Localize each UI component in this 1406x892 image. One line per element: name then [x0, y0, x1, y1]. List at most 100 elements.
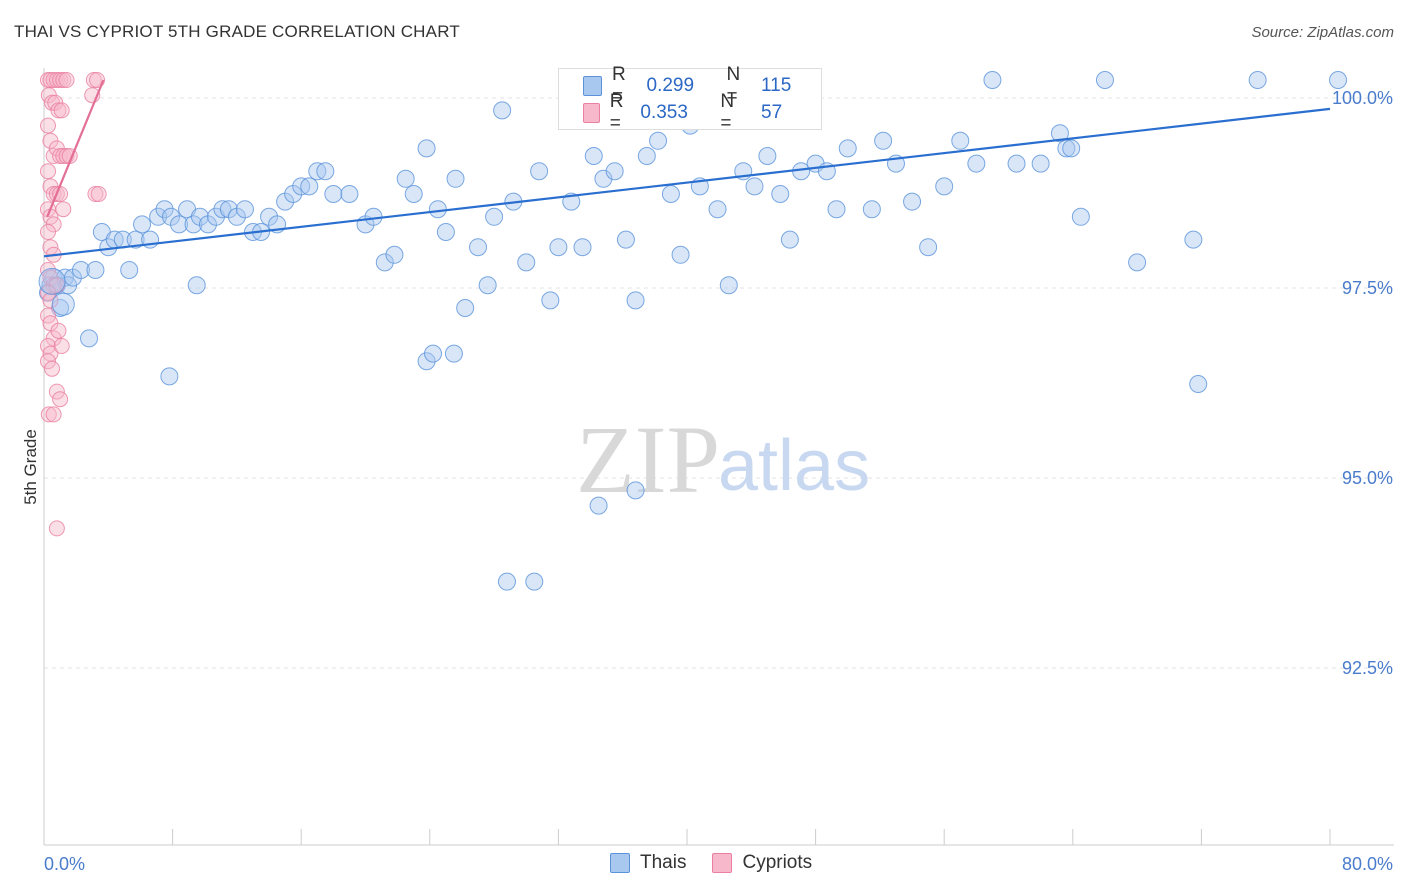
x-tick-label-right: 80.0% [1342, 854, 1393, 874]
bottom-legend-label-cypriots: Cypriots [742, 852, 813, 873]
thai-point [155, 200, 174, 219]
legend-n-label: N = [726, 64, 741, 107]
thai-point [637, 147, 656, 165]
thai-point [874, 131, 893, 150]
thai-point [983, 71, 1002, 89]
thai-point [745, 177, 764, 196]
thai-point [525, 572, 544, 591]
thai-point [649, 131, 668, 150]
legend-box: R = 0.299 N = 115 R = 0.353 N = 57 [558, 64, 822, 134]
thai-point [616, 230, 635, 249]
legend-r-value: 0.353 [640, 102, 688, 123]
thai-point [708, 200, 727, 219]
thai-point [935, 177, 954, 196]
legend-r-label: R = [609, 91, 624, 134]
cypriot-point [90, 186, 107, 202]
cypriot-point [50, 322, 67, 339]
cypriot-point [48, 520, 65, 537]
cypriot-point [55, 201, 72, 218]
thai-point [478, 276, 497, 295]
cypriot-point [52, 391, 69, 408]
thai-point [456, 299, 475, 317]
cypriot-point [53, 338, 70, 354]
thai-point [444, 344, 463, 363]
thai-point [469, 238, 488, 257]
cypriot-point [40, 224, 56, 240]
thai-point [903, 192, 922, 211]
thai-point [80, 329, 99, 348]
y-tick-label: 97.5% [1342, 278, 1393, 298]
thai-point [71, 261, 90, 279]
legend-r-label: R = [612, 64, 626, 107]
thai-point [1189, 375, 1208, 393]
thai-point [589, 496, 608, 515]
thai-point [780, 230, 799, 249]
bottom-legend-item-thais: Thais [610, 852, 686, 874]
thai-point [1329, 71, 1348, 89]
thai-point [446, 169, 465, 188]
thai-point [1071, 207, 1090, 226]
watermark-atlas: atlas [718, 426, 870, 506]
thai-point [493, 101, 512, 120]
thai-point [497, 572, 516, 591]
thai-point [1128, 253, 1147, 272]
thai-point [517, 253, 536, 272]
chart-title: THAI VS CYPRIOT 5TH GRADE CORRELATION CH… [14, 22, 460, 41]
thai-point [235, 200, 254, 219]
source-label: Source: ZipAtlas.com [1251, 24, 1394, 41]
thai-point [584, 147, 603, 165]
cypriot-point [42, 292, 59, 309]
thai-point [661, 185, 680, 203]
cypriot-point [53, 102, 70, 119]
thai-point [485, 207, 504, 226]
thai-point [549, 238, 568, 257]
thai-point [424, 344, 443, 363]
thai-point [1031, 154, 1050, 173]
legend-r-value: 0.299 [646, 75, 695, 96]
thai-point [1050, 124, 1069, 143]
thai-point [324, 185, 343, 203]
cypriot-point [58, 72, 75, 88]
thai-point [316, 162, 335, 181]
bottom-legend-item-cypriots: Cypriots [712, 852, 812, 874]
thai-point [396, 169, 415, 188]
thai-point [862, 200, 881, 219]
thai-point [86, 261, 105, 279]
cypriot-point [40, 117, 56, 134]
thai-point [1184, 230, 1203, 249]
legend-n-value: 57 [761, 102, 783, 123]
thai-point [719, 276, 738, 295]
thai-point [213, 200, 232, 219]
bottom-legend-label-thais: Thais [640, 852, 687, 873]
thai-point [149, 207, 168, 226]
thai-point [967, 154, 986, 173]
y-axis-label: 5th Grade [21, 429, 40, 505]
thai-point [417, 139, 436, 158]
thai-point [1062, 139, 1081, 158]
legend-swatch-cypriots [583, 103, 600, 123]
legend-n-value: 115 [761, 75, 792, 96]
cypriot-point [40, 353, 56, 370]
thai-point [170, 215, 189, 234]
y-tick-label: 100.0% [1332, 88, 1393, 108]
thai-point [626, 291, 645, 310]
thai-point [758, 147, 777, 165]
cypriot-point [44, 360, 61, 377]
cypriot-trend-line [46, 79, 105, 218]
thai-point [919, 238, 938, 257]
thai-point [605, 162, 624, 181]
thai-point [436, 223, 455, 241]
thai-point [184, 215, 203, 234]
y-tick-label: 95.0% [1342, 468, 1393, 488]
thai-point [838, 139, 857, 158]
bottom-legend-swatch-thais [610, 853, 630, 873]
thai-point [1248, 71, 1267, 89]
legend-row-thais: R = 0.299 N = 115 [583, 64, 821, 107]
thai-point [951, 131, 970, 150]
cypriot-point [45, 406, 62, 423]
thai-point [187, 276, 206, 295]
thai-point [626, 481, 645, 500]
labels-layer: 100.0% 97.5% 95.0% 92.5% 0.0% 80.0% [44, 88, 1393, 874]
thai-point [375, 253, 394, 272]
thai-point [51, 292, 75, 316]
